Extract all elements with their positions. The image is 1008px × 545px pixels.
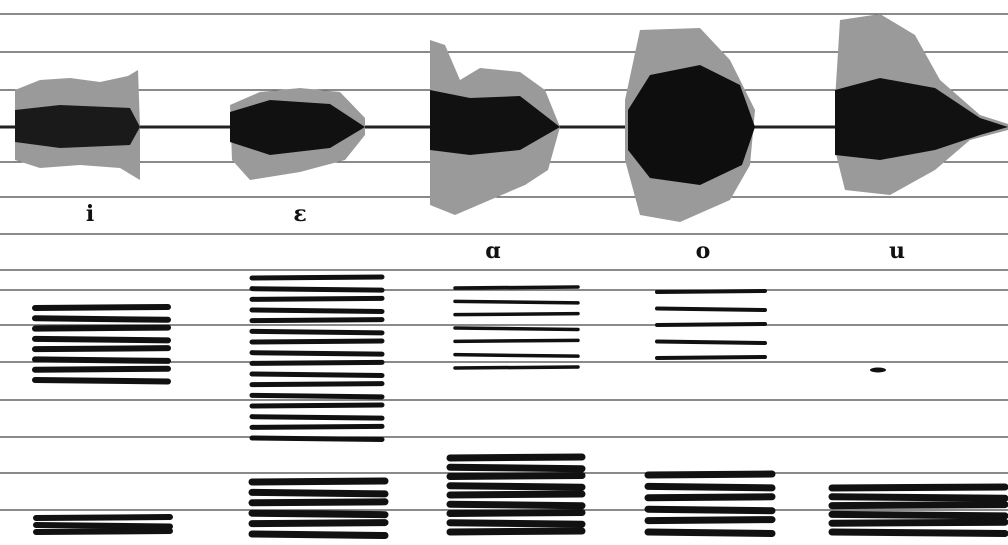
formant-band bbox=[252, 384, 382, 385]
formant-band bbox=[36, 531, 170, 532]
formant-band bbox=[252, 289, 382, 291]
formant-band bbox=[35, 339, 168, 341]
formant-band bbox=[657, 342, 765, 344]
formant-band bbox=[252, 426, 382, 427]
formant-band bbox=[455, 314, 578, 315]
figure: i ɛ ɑ o u bbox=[0, 0, 1008, 545]
waveform-core bbox=[15, 105, 140, 148]
formant-band bbox=[252, 502, 385, 503]
formant-band bbox=[648, 486, 772, 488]
formant-band bbox=[450, 513, 582, 514]
formant-band bbox=[832, 497, 1005, 499]
formant-band bbox=[252, 341, 382, 342]
formant-band bbox=[35, 369, 168, 370]
formant-band bbox=[35, 348, 168, 349]
formant-band bbox=[455, 301, 578, 303]
formant-band bbox=[252, 534, 385, 536]
vowel-label: u bbox=[889, 238, 905, 264]
formant-band bbox=[832, 522, 1005, 523]
formant-band bbox=[832, 514, 1005, 516]
formant-band bbox=[252, 513, 385, 515]
waveform-core bbox=[628, 65, 755, 185]
formant-band bbox=[252, 405, 382, 406]
formant-band bbox=[252, 353, 382, 355]
formant-band bbox=[455, 287, 578, 288]
formant-band bbox=[35, 359, 168, 361]
formant-band bbox=[35, 328, 168, 329]
vowel-label: ɛ bbox=[293, 201, 306, 227]
formant-band bbox=[252, 492, 385, 494]
vowel-label: ɑ bbox=[485, 238, 500, 264]
formant-band bbox=[455, 328, 578, 330]
page: i ɛ ɑ o u (() => { const data = JSON.par… bbox=[0, 0, 1008, 545]
vowel-label: o bbox=[696, 238, 711, 264]
formant-band bbox=[35, 380, 168, 382]
formant-band bbox=[657, 357, 765, 358]
formant-band bbox=[657, 324, 765, 325]
formant-band bbox=[35, 307, 168, 308]
formant-band bbox=[450, 467, 582, 469]
formant-band bbox=[252, 331, 382, 333]
formant-band bbox=[36, 517, 170, 518]
formant-band bbox=[252, 395, 382, 397]
formant-band bbox=[455, 367, 578, 368]
formant-band bbox=[450, 457, 582, 458]
formant-band bbox=[450, 504, 582, 506]
formant-band bbox=[648, 497, 772, 498]
formant-band bbox=[648, 520, 772, 521]
formant-band bbox=[450, 486, 582, 488]
formant-band bbox=[450, 494, 582, 495]
formant-band bbox=[455, 340, 578, 341]
formant-band bbox=[252, 320, 382, 321]
formant-band bbox=[252, 298, 382, 299]
formant-band bbox=[252, 417, 382, 419]
formant-band bbox=[252, 374, 382, 376]
formant-band bbox=[252, 438, 382, 440]
formant-band bbox=[252, 362, 382, 363]
formant-band bbox=[657, 309, 765, 311]
formant-band bbox=[832, 505, 1005, 506]
formant-band bbox=[35, 318, 168, 320]
formant-band bbox=[252, 481, 385, 482]
formant-spot bbox=[870, 368, 886, 373]
formant-band bbox=[252, 523, 385, 524]
formant-band bbox=[657, 291, 765, 292]
formant-band bbox=[450, 531, 582, 532]
formant-band bbox=[252, 310, 382, 312]
formant-band bbox=[450, 523, 582, 525]
vowel-label: i bbox=[86, 201, 94, 227]
formant-band bbox=[36, 525, 170, 527]
formant-band bbox=[832, 532, 1005, 534]
formant-band bbox=[832, 487, 1005, 488]
formant-band bbox=[450, 476, 582, 477]
formant-band bbox=[252, 277, 382, 278]
formant-band bbox=[455, 355, 578, 357]
formant-band bbox=[648, 474, 772, 475]
formant-band bbox=[648, 532, 772, 534]
formant-band bbox=[648, 509, 772, 511]
